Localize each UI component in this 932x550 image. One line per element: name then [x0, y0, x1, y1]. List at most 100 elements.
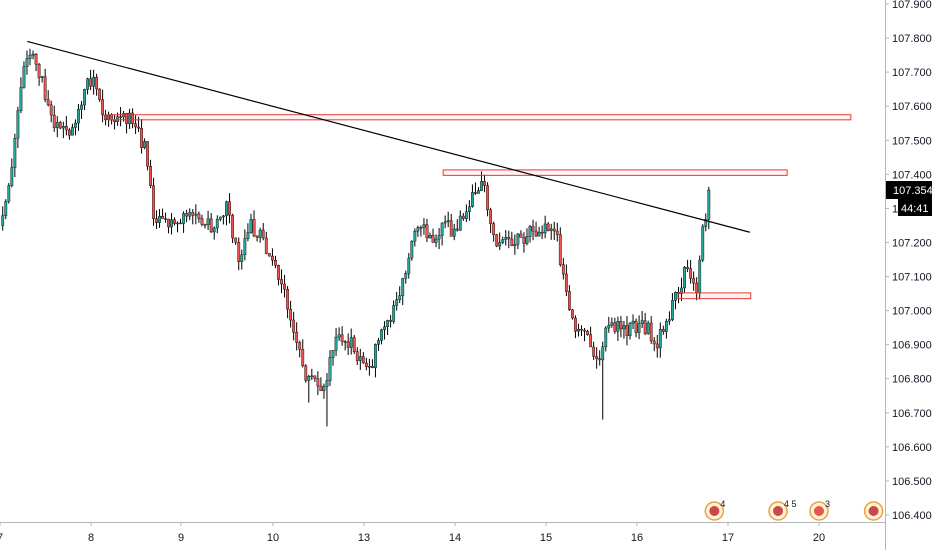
price-tick-label: 106.900: [892, 340, 932, 352]
candle-body: [58, 122, 62, 129]
price-tick-label: 107.600: [892, 101, 932, 113]
candle-body: [607, 324, 611, 329]
event-marker[interactable]: [863, 501, 884, 521]
candle-body: [386, 320, 389, 327]
candle-body: [637, 323, 641, 333]
candle-body: [307, 376, 311, 381]
candle-body: [179, 222, 182, 225]
candle-body: [343, 341, 347, 343]
time-axis[interactable]: 7 8 9 10 13 14 15 16 17 20: [0, 522, 825, 544]
event-marker[interactable]: 3: [809, 499, 830, 521]
candle-body: [622, 325, 626, 330]
candle-body: [243, 238, 247, 256]
zone-rectangle[interactable]: [677, 292, 752, 300]
candle-body: [188, 212, 192, 217]
trendline[interactable]: [27, 40, 750, 233]
candle-body: [589, 334, 593, 348]
candle-body: [328, 357, 332, 381]
price-tick-label: 106.700: [892, 408, 932, 420]
candlestick-series: [1, 48, 711, 427]
candle-body: [701, 226, 705, 261]
price-tick-label: 107.400: [892, 169, 932, 181]
candle-body: [295, 331, 299, 343]
candle-body: [567, 291, 571, 310]
candle-body: [540, 231, 544, 234]
candle-body: [371, 366, 374, 368]
candle-body: [552, 228, 556, 232]
candle-body: [95, 76, 99, 90]
candle-body: [440, 222, 444, 236]
candle-body: [310, 375, 314, 378]
time-tick-label: 17: [722, 532, 734, 544]
candle-body: [234, 237, 238, 243]
candle-body: [37, 63, 41, 78]
candle-body: [246, 232, 250, 239]
economic-event-markers: 4 4 5 3: [704, 499, 884, 521]
candle-body: [549, 228, 553, 231]
candle-body: [98, 88, 102, 100]
candle-body: [683, 267, 686, 289]
candle-body: [206, 218, 210, 225]
candle-body: [191, 212, 195, 216]
candle-body: [298, 342, 302, 350]
zone-rectangle[interactable]: [442, 169, 788, 176]
candle-body: [215, 219, 219, 229]
candle-body: [546, 223, 550, 231]
candle-body: [104, 114, 107, 121]
time-tick-label: 15: [540, 532, 552, 544]
candle-body: [358, 356, 362, 361]
event-count-label: 4: [720, 499, 725, 509]
candle-body: [601, 346, 605, 361]
price-tick-label: 107.200: [892, 237, 932, 249]
candle-body: [31, 53, 35, 56]
candle-body: [510, 238, 514, 247]
candle-body: [419, 227, 423, 229]
candle-body: [377, 340, 380, 345]
candle-body: [267, 253, 271, 257]
candle-body: [480, 181, 483, 191]
candle-body: [89, 78, 93, 87]
candle-body: [667, 319, 671, 322]
candle-body: [652, 340, 656, 345]
price-axis[interactable]: 107.900 107.800 107.700 107.600 107.500 107.4…: [885, 0, 932, 522]
flag-icon: [868, 506, 879, 516]
candle-body: [564, 273, 568, 292]
resistance-zones: [108, 114, 852, 300]
candle-body: [522, 236, 526, 244]
candle-body: [495, 234, 499, 247]
candle-body: [461, 215, 465, 219]
candle-body: [692, 278, 696, 284]
candle-body: [249, 219, 253, 233]
candle-body: [92, 76, 96, 87]
zone-rectangle[interactable]: [108, 114, 852, 121]
price-tick-label: 107.100: [892, 272, 932, 284]
event-marker[interactable]: 4 5: [768, 499, 797, 521]
candle-body: [292, 319, 296, 333]
price-tick-label: 107.000: [892, 306, 932, 318]
candle-body: [331, 350, 335, 358]
candle-body: [398, 295, 402, 300]
candle-body: [264, 237, 268, 254]
time-tick-label: 7: [0, 532, 3, 544]
candle-body: [537, 231, 541, 237]
candle-body: [316, 378, 320, 387]
candle-body: [228, 201, 231, 216]
candle-body: [182, 213, 185, 224]
candle-body: [67, 129, 71, 136]
candle-body: [519, 233, 523, 238]
current-price-label: 107.354: [893, 185, 932, 197]
candle-body: [543, 223, 547, 234]
candle-body: [619, 321, 623, 330]
candle-body: [498, 242, 502, 247]
event-marker[interactable]: 4: [704, 499, 725, 521]
current-price-tag: 107.354 44:41: [886, 181, 932, 217]
candle-body: [319, 385, 323, 392]
candle-body: [203, 224, 207, 226]
candle-body: [167, 218, 170, 228]
candle-body: [10, 167, 14, 186]
candle-body: [283, 283, 286, 290]
candle-body: [471, 192, 474, 207]
candle-body: [598, 358, 602, 361]
candle-body: [586, 330, 589, 335]
